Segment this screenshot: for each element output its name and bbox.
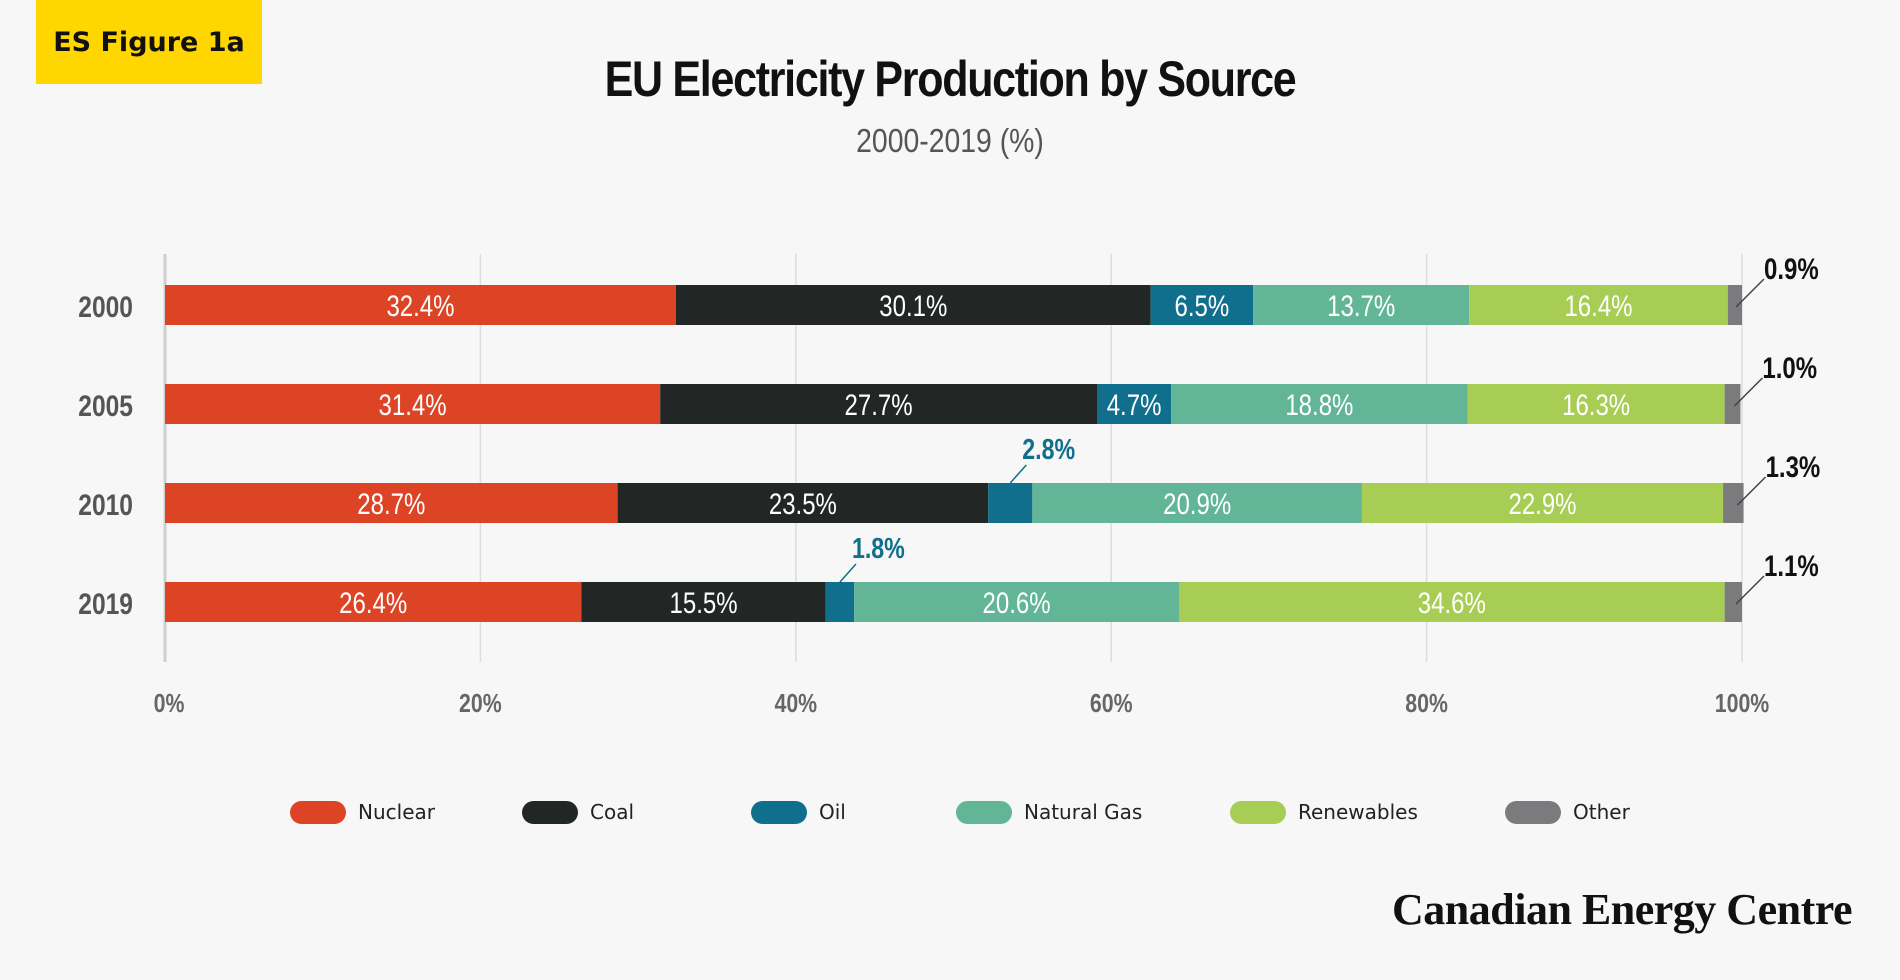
legend-item-oil: Oil <box>751 800 846 824</box>
x-tick-label: 20% <box>459 689 502 719</box>
chart-legend: Nuclear Coal Oil Natural Gas Renewables Other <box>0 800 1900 830</box>
bar-segment-natural-gas <box>854 582 1180 622</box>
stacked-bar-chart: 0% 20% 40% 60% 80% 100% 2000 2005 2010 2019 32.4% 3… <box>78 251 1821 719</box>
data-label: 26.4% <box>339 585 407 619</box>
data-label: 27.7% <box>845 387 913 421</box>
bar-segment-coal <box>617 483 989 523</box>
x-tick-label: 0% <box>154 689 185 719</box>
data-label: 20.6% <box>983 585 1051 619</box>
data-label: 28.7% <box>357 486 425 520</box>
data-label: 15.5% <box>670 585 738 619</box>
leader-line <box>839 563 857 583</box>
bar-segment-renewables <box>1467 384 1725 424</box>
legend-item-coal: Coal <box>522 800 634 824</box>
bar-segment-oil <box>825 582 855 622</box>
bar-segment-renewables <box>1361 483 1724 523</box>
legend-item-renewables: Renewables <box>1230 800 1418 824</box>
data-label: 0.9% <box>1764 251 1819 285</box>
bar-segment-coal <box>675 285 1151 325</box>
data-label: 1.8% <box>852 531 905 564</box>
leader-line <box>1735 278 1765 308</box>
bar-segment-natural-gas <box>1032 483 1362 523</box>
chart-subtitle: 2000-2019 (%) <box>856 122 1044 159</box>
data-label: 1.1% <box>1764 548 1819 582</box>
x-tick-label: 40% <box>774 689 817 719</box>
legend-swatch <box>1230 800 1286 824</box>
data-label: 2.8% <box>1022 432 1075 465</box>
bar-segment-oil <box>1150 285 1254 325</box>
bar-segment-nuclear <box>165 384 661 424</box>
data-label: 23.5% <box>769 486 837 520</box>
data-label: 18.8% <box>1285 387 1353 421</box>
x-tick-label: 80% <box>1405 689 1448 719</box>
bar-segment-nuclear <box>165 582 582 622</box>
bar-segment-other <box>1724 384 1741 424</box>
legend-label: Natural Gas <box>1024 800 1143 824</box>
y-category-label: 2010 <box>78 488 133 522</box>
data-label: 32.4% <box>386 288 454 322</box>
bar-segment-oil <box>988 483 1033 523</box>
bar-segment-other <box>1727 285 1742 325</box>
legend-label: Renewables <box>1298 800 1418 824</box>
leader-line <box>1737 476 1767 506</box>
data-label: 6.5% <box>1175 288 1230 322</box>
bar-segment-oil <box>1097 384 1172 424</box>
figure-badge: ES Figure 1a <box>36 0 262 84</box>
legend-swatch <box>1505 800 1561 824</box>
brand-logo: Canadian Energy Centre <box>1392 885 1852 934</box>
data-label: 13.7% <box>1327 288 1395 322</box>
y-category-label: 2005 <box>78 389 133 423</box>
data-label: 22.9% <box>1508 486 1576 520</box>
leader-line <box>1735 575 1765 605</box>
chart-title: EU Electricity Production by Source <box>604 51 1297 107</box>
data-label: 1.3% <box>1766 449 1821 483</box>
bar-segment-other <box>1724 582 1742 622</box>
data-label: 4.7% <box>1107 387 1162 421</box>
legend-label: Nuclear <box>358 800 435 824</box>
bar-segment-coal <box>660 384 1098 424</box>
data-label: 30.1% <box>879 288 947 322</box>
y-category-label: 2000 <box>78 290 133 324</box>
legend-item-nuclear: Nuclear <box>290 800 435 824</box>
data-label: 16.4% <box>1564 288 1632 322</box>
data-label: 31.4% <box>379 387 447 421</box>
legend-swatch <box>522 800 578 824</box>
data-label: 16.3% <box>1562 387 1630 421</box>
leader-line <box>1733 377 1763 407</box>
legend-swatch <box>290 800 346 824</box>
legend-swatch <box>751 800 807 824</box>
data-label: 20.9% <box>1163 486 1231 520</box>
legend-label: Other <box>1573 800 1630 824</box>
data-label: 34.6% <box>1418 585 1486 619</box>
legend-label: Oil <box>819 800 846 824</box>
bar-segment-renewables <box>1469 285 1728 325</box>
bar-segment-other <box>1723 483 1744 523</box>
legend-item-natural-gas: Natural Gas <box>956 800 1142 824</box>
bar-segment-nuclear <box>165 285 676 325</box>
bar-segment-natural-gas <box>1253 285 1470 325</box>
x-tick-label: 100% <box>1715 689 1770 719</box>
bar-segment-nuclear <box>165 483 618 523</box>
legend-swatch <box>956 800 1012 824</box>
y-category-label: 2019 <box>78 587 133 621</box>
data-label: 1.0% <box>1762 350 1817 384</box>
bar-segment-renewables <box>1179 582 1725 622</box>
legend-item-other: Other <box>1505 800 1630 824</box>
x-tick-label: 60% <box>1090 689 1133 719</box>
bar-segment-coal <box>581 582 826 622</box>
leader-line <box>1009 464 1027 484</box>
bar-segment-natural-gas <box>1171 384 1468 424</box>
legend-label: Coal <box>590 800 635 824</box>
